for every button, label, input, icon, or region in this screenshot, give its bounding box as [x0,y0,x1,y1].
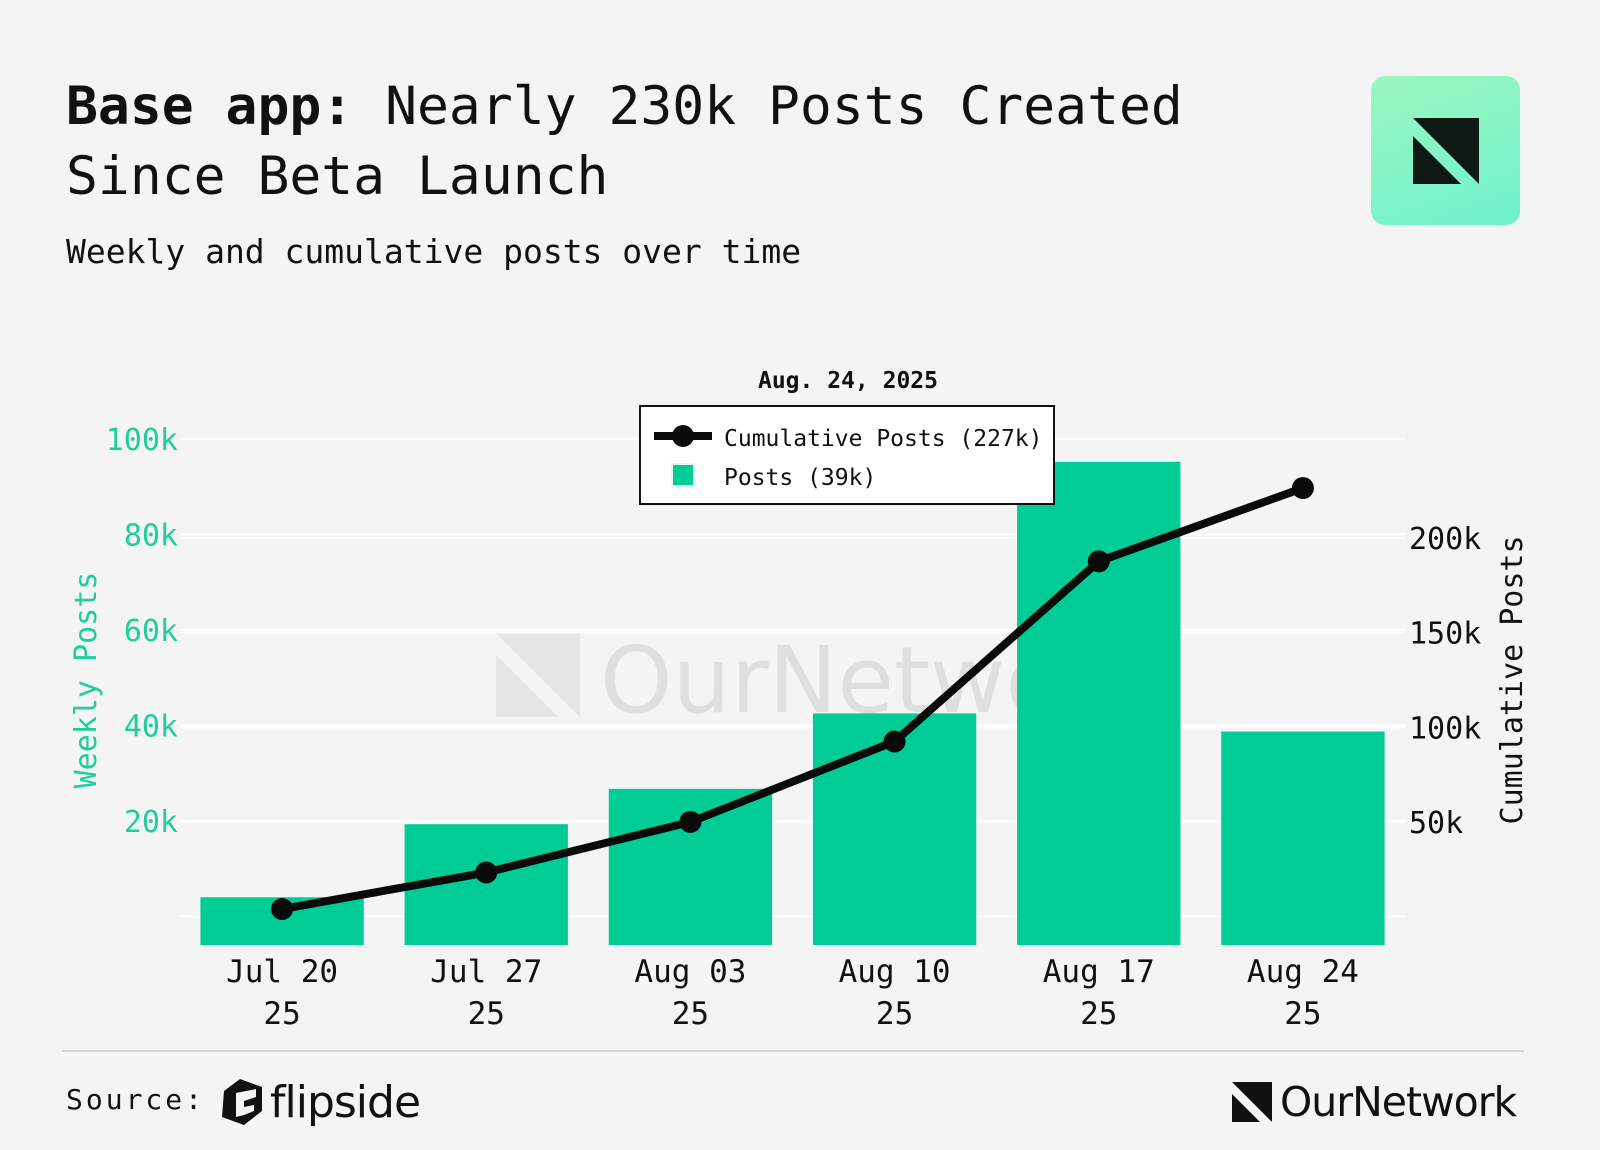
cumulative-point-1 [475,861,498,884]
x-tick-4-line-0: Aug 17 [1043,954,1155,990]
watermark [496,633,580,717]
watermark-icon [496,633,580,717]
flipside-icon [222,1079,262,1125]
cumulative-point-0 [271,898,294,921]
x-tick-0-line-1: 25 [263,996,300,1032]
bar-4 [1017,461,1181,945]
chart-title-bold: Base app: [66,76,354,137]
y-left-tick-4: 100k [106,423,178,458]
x-tick-5-line-1: 25 [1284,996,1321,1032]
chart-annotation: Aug. 24, 2025 [758,368,938,394]
x-tick-2-line-1: 25 [672,996,709,1032]
cumulative-point-5 [1291,477,1314,500]
legend-bar-swatch [671,463,695,487]
x-tick-1-line-0: Jul 27 [430,954,542,990]
cumulative-point-3 [883,730,906,753]
x-tick-5-line-0: Aug 24 [1247,954,1359,990]
y-right-axis-title: Cumulative Posts [1495,536,1530,825]
ournetwork-footer-icon [1232,1082,1272,1122]
chart-subtitle: Weekly and cumulative posts over time [66,232,802,271]
chart-area: OurNetwork20k40k60k80k100k50k100k150k200… [69,368,1530,1032]
x-tick-1-line-1: 25 [468,996,505,1032]
bar-5 [1221,731,1385,945]
y-right-tick-1: 100k [1409,711,1481,746]
y-left-tick-3: 80k [124,518,178,553]
source-label: Source: [66,1083,206,1116]
legend-line-marker [672,425,694,447]
y-right-tick-0: 50k [1409,806,1463,841]
legend-label-cumulative: Cumulative Posts (227k) [724,426,1043,452]
y-left-tick-2: 60k [124,614,178,649]
x-tick-3-line-1: 25 [876,996,913,1032]
legend-box [639,405,1055,505]
y-right-tick-3: 200k [1409,522,1481,557]
ournetwork-logo-icon [1413,118,1479,184]
cumulative-line [281,484,1305,913]
x-tick-4-line-1: 25 [1080,996,1117,1032]
legend-label-posts: Posts (39k) [724,465,876,491]
footer-divider [62,1050,1524,1052]
y-left-tick-0: 20k [124,805,178,840]
ournetwork-footer-logo: OurNetwork [1232,1078,1517,1126]
cumulative-point-2 [679,810,702,833]
flipside-logo: flipside [218,1074,421,1130]
chart-title-rest: Nearly 230k Posts Created Since Beta Lau… [66,76,1183,207]
chart-title: Base app: Nearly 230k Posts Created Sinc… [66,72,1316,212]
ournetwork-logo-tile [1371,76,1520,225]
y-left-axis-title: Weekly Posts [69,572,104,789]
y-left-tick-1: 40k [124,709,178,744]
flipside-wordmark: flipside [270,1076,421,1128]
x-tick-0-line-0: Jul 20 [226,954,338,990]
y-right-tick-2: 150k [1409,617,1481,652]
x-tick-2-line-0: Aug 03 [634,954,746,990]
ournetwork-wordmark: OurNetwork [1280,1078,1517,1126]
cumulative-point-4 [1087,550,1110,573]
x-tick-3-line-0: Aug 10 [839,954,951,990]
